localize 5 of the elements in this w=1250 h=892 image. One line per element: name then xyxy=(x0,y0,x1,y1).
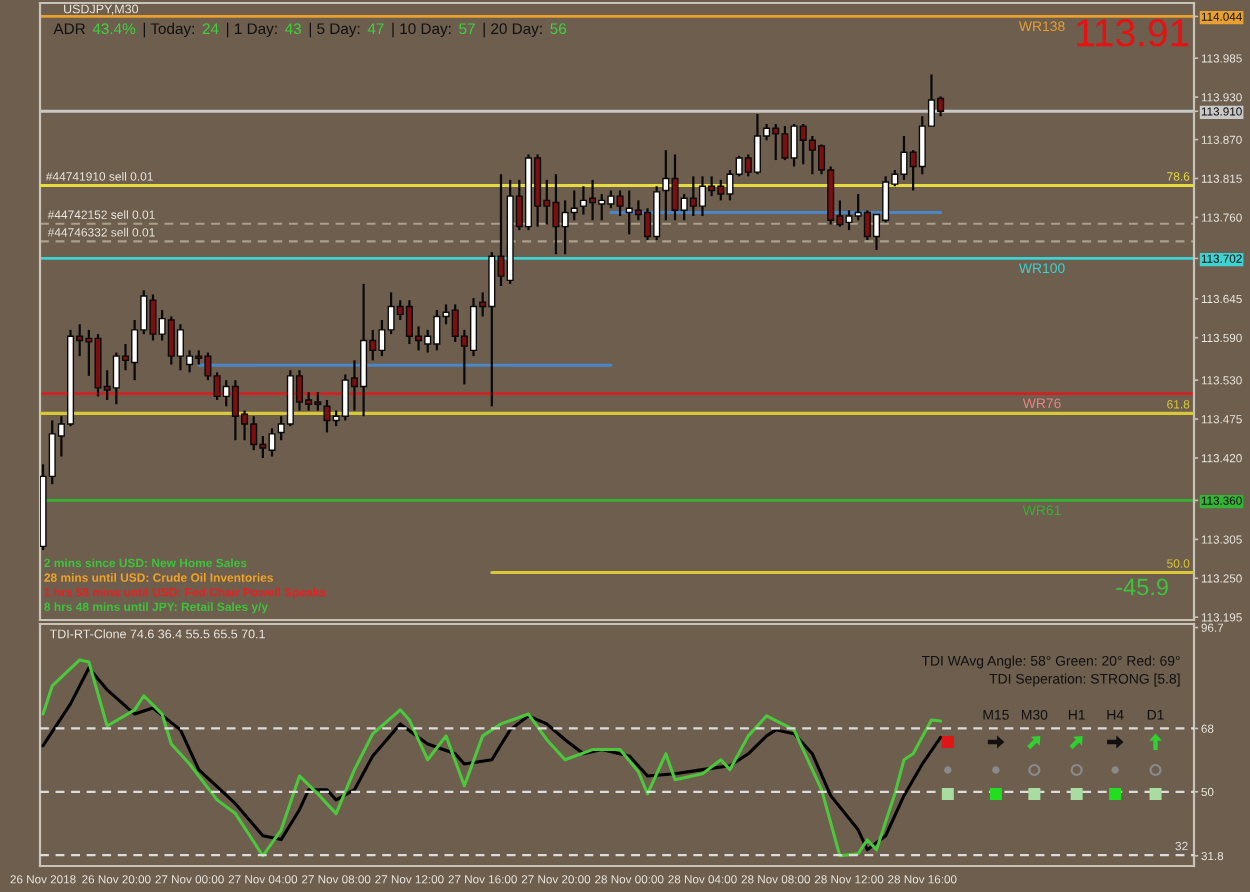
candlestick xyxy=(469,296,478,358)
annotation: 113.91 xyxy=(1077,19,1189,47)
annotation: -45.9 xyxy=(1116,578,1168,596)
candlestick xyxy=(698,175,707,218)
candlestick xyxy=(570,189,578,222)
